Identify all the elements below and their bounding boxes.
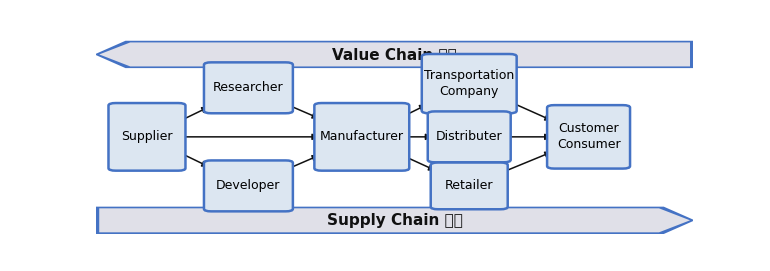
- Polygon shape: [99, 208, 690, 232]
- FancyBboxPatch shape: [204, 160, 293, 211]
- Text: Retailer: Retailer: [445, 179, 494, 192]
- Text: Value Chain 관점: Value Chain 관점: [332, 47, 457, 62]
- Text: Customer
Consumer: Customer Consumer: [557, 122, 621, 151]
- Polygon shape: [95, 207, 695, 234]
- FancyBboxPatch shape: [314, 103, 409, 171]
- Text: Supply Chain 관점: Supply Chain 관점: [326, 213, 463, 228]
- Polygon shape: [95, 41, 695, 68]
- FancyBboxPatch shape: [109, 103, 186, 171]
- Text: Transportation
Company: Transportation Company: [424, 69, 514, 98]
- FancyBboxPatch shape: [547, 105, 630, 169]
- Text: Manufacturer: Manufacturer: [320, 130, 403, 143]
- FancyBboxPatch shape: [422, 54, 517, 113]
- Text: Researcher: Researcher: [213, 81, 283, 94]
- Text: Developer: Developer: [216, 179, 280, 192]
- Polygon shape: [99, 43, 690, 66]
- Text: Supplier: Supplier: [121, 130, 172, 143]
- FancyBboxPatch shape: [430, 163, 507, 209]
- Text: Distributer: Distributer: [436, 130, 503, 143]
- FancyBboxPatch shape: [428, 111, 511, 162]
- FancyBboxPatch shape: [204, 62, 293, 113]
